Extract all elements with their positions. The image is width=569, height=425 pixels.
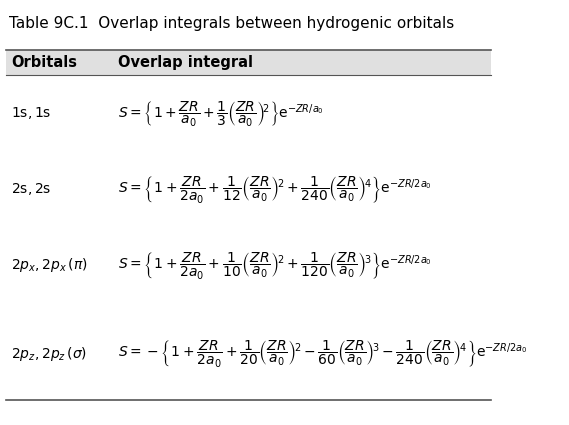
Text: Overlap integral: Overlap integral — [118, 55, 253, 70]
Text: $S=-\left\{1+\dfrac{ZR}{2a_0}+\dfrac{1}{20}\left(\dfrac{ZR}{a_0}\right)^{\!2}-\d: $S=-\left\{1+\dfrac{ZR}{2a_0}+\dfrac{1}{… — [118, 338, 527, 369]
FancyBboxPatch shape — [6, 50, 491, 75]
Text: $S=\left\{1+\dfrac{ZR}{a_0}+\dfrac{1}{3}\left(\dfrac{ZR}{a_0}\right)^{\!2}\right: $S=\left\{1+\dfrac{ZR}{a_0}+\dfrac{1}{3}… — [118, 99, 323, 128]
Text: $2p_x,2p_x\,(\pi)$: $2p_x,2p_x\,(\pi)$ — [11, 256, 88, 274]
Text: Table 9C.1  Overlap integrals between hydrogenic orbitals: Table 9C.1 Overlap integrals between hyd… — [9, 16, 454, 31]
Text: $2\mathrm{s},2\mathrm{s}$: $2\mathrm{s},2\mathrm{s}$ — [11, 181, 52, 197]
Text: Orbitals: Orbitals — [11, 55, 77, 70]
Text: $S=\left\{1+\dfrac{ZR}{2a_0}+\dfrac{1}{12}\left(\dfrac{ZR}{a_0}\right)^{\!2}+\df: $S=\left\{1+\dfrac{ZR}{2a_0}+\dfrac{1}{1… — [118, 174, 431, 205]
Text: $S=\left\{1+\dfrac{ZR}{2a_0}+\dfrac{1}{10}\left(\dfrac{ZR}{a_0}\right)^{\!2}+\df: $S=\left\{1+\dfrac{ZR}{2a_0}+\dfrac{1}{1… — [118, 250, 431, 281]
Text: $1\mathrm{s},1\mathrm{s}$: $1\mathrm{s},1\mathrm{s}$ — [11, 105, 52, 121]
Text: $2p_z,2p_z\,(\sigma)$: $2p_z,2p_z\,(\sigma)$ — [11, 345, 87, 363]
